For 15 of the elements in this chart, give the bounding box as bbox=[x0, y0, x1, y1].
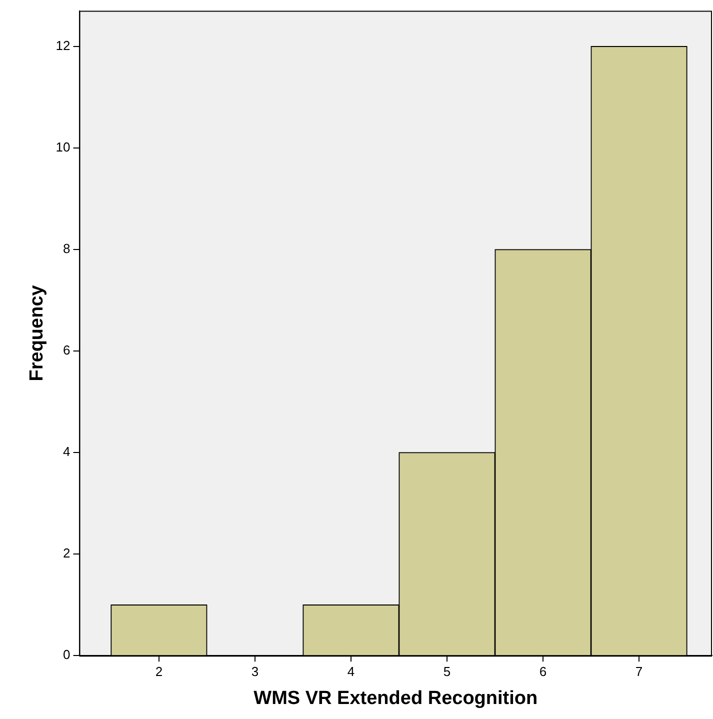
x-tick-label: 7 bbox=[635, 664, 643, 679]
x-tick-label: 4 bbox=[347, 664, 355, 679]
y-tick-label: 10 bbox=[56, 139, 70, 154]
x-axis-title: WMS VR Extended Recognition bbox=[254, 688, 538, 709]
y-tick-label: 0 bbox=[63, 647, 70, 662]
x-tick-label: 2 bbox=[155, 664, 163, 679]
y-tick-label: 4 bbox=[63, 444, 70, 460]
x-tick-label: 3 bbox=[251, 664, 259, 679]
y-axis-title: Frequency bbox=[26, 284, 48, 382]
y-tick-label: 6 bbox=[63, 342, 70, 358]
y-tick-label: 2 bbox=[63, 546, 70, 561]
x-tick-label: 6 bbox=[539, 664, 547, 679]
y-tick-label: 12 bbox=[56, 38, 70, 53]
y-tick-label: 8 bbox=[63, 241, 70, 256]
x-tick-label: 5 bbox=[443, 664, 451, 679]
